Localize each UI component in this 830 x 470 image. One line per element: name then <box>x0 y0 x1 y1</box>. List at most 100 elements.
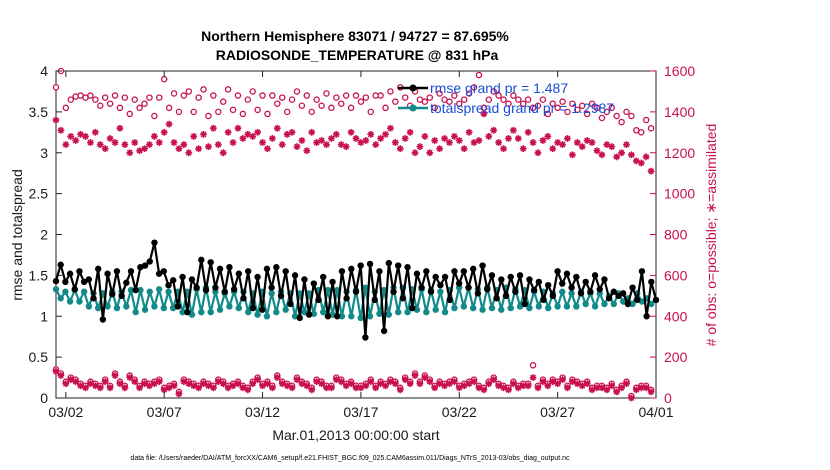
totalspread-point <box>629 300 636 308</box>
obs-possible-point <box>480 104 488 112</box>
star-stroke <box>112 372 118 379</box>
obs-assimilated-point <box>495 139 503 146</box>
obs-assimilated-point <box>529 374 537 381</box>
star-stroke <box>141 145 148 152</box>
totalspread-point <box>85 303 93 310</box>
star-stroke <box>171 382 178 389</box>
rmse-point <box>376 268 383 275</box>
obs-possible-point <box>465 90 473 97</box>
obs-possible-point <box>283 108 291 116</box>
obs-possible-point <box>126 110 134 118</box>
star-stroke <box>505 386 512 393</box>
star-stroke <box>412 372 418 379</box>
obs-possible-point <box>460 96 468 103</box>
rmse-point <box>268 284 275 291</box>
obs-assimilated-point <box>534 384 542 392</box>
star-stroke <box>87 380 94 387</box>
star-stroke <box>303 147 310 154</box>
obs-assimilated-point <box>332 130 340 138</box>
star-stroke <box>544 382 551 389</box>
obs-possible-point <box>234 92 242 99</box>
star-stroke <box>525 382 532 389</box>
totalspread-point <box>648 300 655 308</box>
star-stroke <box>520 382 527 389</box>
rmse-point <box>198 256 205 264</box>
rmse-point <box>310 280 318 287</box>
star-stroke <box>239 384 246 391</box>
totalspread-point <box>619 298 627 305</box>
obs-possible-point <box>333 94 340 101</box>
obs-possible-point <box>141 100 148 107</box>
obs-assimilated-point <box>485 380 493 388</box>
obs-possible-point <box>593 104 601 112</box>
star-stroke <box>603 141 610 148</box>
obs-assimilated-point <box>505 135 512 142</box>
obs-possible-point <box>303 92 311 99</box>
rmse-point <box>362 334 369 341</box>
obs-possible-point <box>362 94 370 101</box>
star-stroke <box>156 139 163 146</box>
obs-layer <box>52 67 655 402</box>
star-stroke <box>485 380 492 387</box>
obs-possible-point <box>549 100 556 107</box>
star-stroke <box>397 145 404 152</box>
obs-assimilated-point <box>337 378 345 386</box>
obs-assimilated-point <box>57 372 65 379</box>
rmse-point <box>549 292 557 300</box>
obs-assimilated-point <box>268 384 276 392</box>
rmse-point <box>479 262 486 269</box>
rmse-point <box>535 278 543 286</box>
rmse-point <box>399 295 407 302</box>
obs-assimilated-point <box>264 380 271 388</box>
obs-assimilated-point <box>637 159 645 167</box>
totalspread-point <box>460 303 468 310</box>
star-stroke <box>234 380 241 387</box>
obs-assimilated-point <box>564 135 571 142</box>
star-stroke <box>308 386 315 393</box>
obs-assimilated-point <box>524 382 532 390</box>
star-stroke <box>353 384 359 391</box>
obs-assimilated-point <box>303 382 311 390</box>
obs-assimilated-point <box>190 133 198 140</box>
rmse-point <box>446 296 453 304</box>
obs-assimilated-point <box>283 130 291 138</box>
rmse-point <box>493 295 500 302</box>
obs-assimilated-point <box>234 380 242 388</box>
rmse-point <box>418 284 425 291</box>
rmse-point <box>507 273 514 281</box>
obs-assimilated-point <box>126 374 134 381</box>
obs-possible-point <box>131 96 138 103</box>
star-stroke <box>387 378 394 385</box>
star-stroke <box>485 133 492 140</box>
star-stroke <box>254 129 261 136</box>
y-left-tick-label: 1 <box>40 308 48 324</box>
star-stroke <box>451 378 458 385</box>
obs-possible-point <box>121 94 129 101</box>
star-stroke <box>584 137 591 144</box>
star-stroke <box>387 125 394 132</box>
obs-assimilated-point <box>347 380 355 388</box>
obs-assimilated-point <box>539 137 547 144</box>
rmse-point <box>390 288 397 295</box>
rmse-point <box>465 284 472 291</box>
rmse-point <box>85 276 93 283</box>
star-stroke <box>348 129 355 136</box>
star-stroke <box>426 149 433 156</box>
star-stroke <box>480 386 487 393</box>
obs-assimilated-point <box>539 378 547 386</box>
obs-assimilated-point <box>391 380 399 388</box>
obs-assimilated-point <box>131 139 139 146</box>
obs-possible-point <box>603 108 611 116</box>
star-stroke <box>279 141 286 148</box>
totalspread-point <box>516 303 524 310</box>
obs-assimilated-point <box>82 384 89 392</box>
star-stroke <box>269 135 276 142</box>
obs-possible-point <box>451 92 458 99</box>
obs-assimilated-point <box>603 386 611 394</box>
totalspread-point <box>254 311 261 318</box>
obs-possible-point <box>637 129 645 136</box>
obs-assimilated-point <box>155 378 163 386</box>
rmse-point <box>202 286 210 294</box>
obs-assimilated-point <box>318 137 325 144</box>
star-stroke <box>343 143 350 150</box>
